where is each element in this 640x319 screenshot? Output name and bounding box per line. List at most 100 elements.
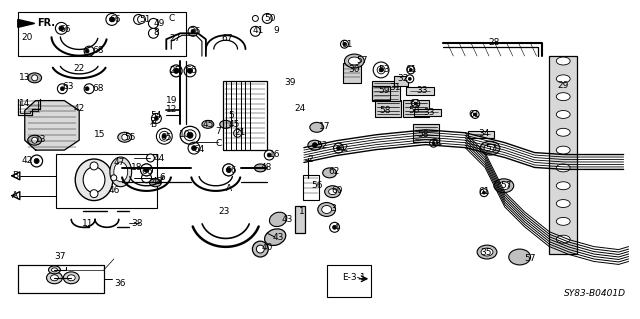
Ellipse shape — [498, 182, 510, 190]
Text: E-3-1: E-3-1 — [342, 273, 366, 282]
Circle shape — [406, 75, 413, 83]
Circle shape — [163, 134, 166, 138]
Circle shape — [60, 87, 65, 91]
Circle shape — [429, 139, 438, 147]
Bar — [372, 86, 390, 100]
Text: 7: 7 — [215, 127, 221, 136]
Text: 5: 5 — [228, 111, 234, 120]
Circle shape — [471, 110, 479, 118]
Text: FR.: FR. — [38, 19, 56, 28]
Circle shape — [90, 162, 98, 170]
Ellipse shape — [556, 235, 570, 243]
Circle shape — [410, 69, 412, 71]
Circle shape — [184, 65, 196, 77]
Text: 61: 61 — [468, 110, 480, 119]
Ellipse shape — [328, 189, 337, 195]
Ellipse shape — [28, 73, 42, 83]
Circle shape — [223, 164, 235, 176]
Ellipse shape — [63, 272, 79, 284]
Ellipse shape — [49, 266, 60, 274]
Circle shape — [333, 225, 337, 229]
Text: B: B — [12, 171, 18, 180]
Circle shape — [264, 150, 274, 160]
Circle shape — [333, 143, 344, 153]
Text: 18: 18 — [131, 163, 142, 172]
Circle shape — [226, 167, 231, 172]
Text: A: A — [226, 184, 232, 193]
Circle shape — [85, 49, 89, 53]
Text: 6: 6 — [159, 173, 165, 182]
Ellipse shape — [47, 272, 62, 284]
Ellipse shape — [323, 168, 337, 178]
Text: 62: 62 — [328, 167, 340, 176]
Text: 67: 67 — [221, 34, 233, 43]
Text: 58: 58 — [408, 106, 419, 115]
Circle shape — [148, 28, 158, 38]
Text: 50: 50 — [264, 14, 276, 23]
Circle shape — [312, 143, 317, 148]
Text: 57: 57 — [485, 144, 497, 152]
Circle shape — [191, 29, 195, 33]
Bar — [413, 108, 442, 116]
Ellipse shape — [202, 120, 214, 128]
Bar — [18, 11, 186, 56]
Circle shape — [147, 154, 154, 162]
Text: 19: 19 — [166, 96, 178, 105]
Text: 4: 4 — [333, 223, 339, 232]
Circle shape — [407, 66, 415, 74]
Bar — [56, 154, 157, 209]
Text: 14: 14 — [19, 99, 30, 108]
Text: 20: 20 — [22, 33, 33, 42]
Text: 25: 25 — [169, 66, 180, 75]
Text: 13: 13 — [35, 135, 46, 144]
Text: 53: 53 — [378, 65, 390, 74]
Ellipse shape — [310, 122, 324, 132]
Text: 37: 37 — [54, 253, 66, 262]
Circle shape — [59, 26, 64, 31]
Text: 9: 9 — [273, 26, 279, 35]
Ellipse shape — [556, 110, 570, 118]
Circle shape — [148, 19, 158, 28]
Ellipse shape — [480, 141, 500, 155]
Text: 42: 42 — [73, 104, 84, 113]
Ellipse shape — [150, 179, 161, 187]
Circle shape — [226, 167, 231, 172]
Text: 11: 11 — [82, 219, 93, 228]
Circle shape — [414, 102, 417, 105]
Text: 58: 58 — [418, 130, 429, 139]
Text: 66: 66 — [226, 167, 237, 175]
Circle shape — [56, 22, 67, 34]
Bar — [403, 100, 429, 117]
Circle shape — [379, 68, 383, 72]
Text: C: C — [168, 14, 175, 23]
Text: 28: 28 — [488, 38, 499, 47]
Circle shape — [223, 164, 235, 176]
Text: 10: 10 — [179, 130, 191, 139]
Circle shape — [154, 116, 158, 120]
Text: 36: 36 — [114, 279, 125, 288]
Text: 48: 48 — [152, 177, 163, 186]
Circle shape — [408, 77, 412, 80]
Bar — [394, 76, 408, 86]
Text: 3: 3 — [331, 204, 337, 213]
Bar — [375, 100, 401, 117]
Text: 66: 66 — [60, 25, 71, 34]
Text: 27: 27 — [169, 34, 180, 43]
Text: 61: 61 — [342, 40, 353, 49]
Circle shape — [191, 146, 196, 151]
Ellipse shape — [114, 162, 128, 182]
Ellipse shape — [264, 229, 286, 246]
Text: 30: 30 — [348, 65, 360, 74]
Circle shape — [138, 16, 145, 23]
Ellipse shape — [51, 275, 58, 281]
Circle shape — [109, 17, 115, 22]
Text: 66: 66 — [109, 15, 120, 24]
Ellipse shape — [484, 144, 496, 152]
Circle shape — [85, 87, 89, 91]
Ellipse shape — [317, 203, 335, 216]
Text: 40: 40 — [261, 243, 273, 252]
Circle shape — [84, 84, 94, 94]
Text: 56: 56 — [311, 181, 323, 190]
Text: 39: 39 — [284, 78, 296, 87]
Ellipse shape — [477, 245, 497, 259]
